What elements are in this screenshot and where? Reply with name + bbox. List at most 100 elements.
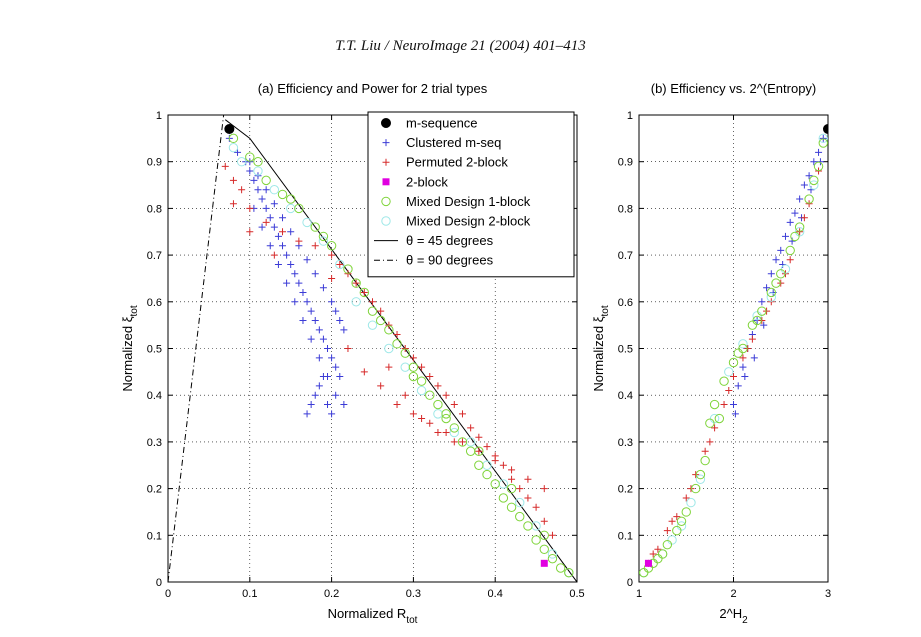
data-point: [457, 437, 468, 447]
data-point: [790, 231, 800, 242]
data-point: [657, 549, 668, 559]
data-point: [449, 427, 459, 438]
y-tick-label: 0.3: [147, 437, 162, 449]
data-point: [416, 385, 427, 396]
data-point: [733, 348, 743, 358]
data-point: [409, 354, 417, 362]
y-tick-label: 0.4: [618, 390, 633, 402]
data-point: [287, 228, 295, 236]
data-point: [418, 363, 426, 371]
y-tick-label: 0.7: [147, 250, 162, 262]
data-point: [336, 373, 344, 381]
data-point: [523, 521, 533, 531]
data-point: [315, 354, 323, 362]
data-point: [318, 231, 329, 242]
x-tick-label: 1: [636, 588, 642, 600]
y-tick-label: 0.1: [147, 530, 162, 542]
data-point: [283, 279, 291, 287]
chart-title: (b) Efficiency vs. 2^(Entropy): [651, 81, 817, 96]
data-point: [299, 316, 307, 324]
data-point: [498, 493, 509, 503]
data-point: [823, 124, 828, 135]
data-point: [262, 204, 270, 212]
data-point: [311, 391, 319, 399]
data-point: [326, 241, 337, 251]
data-point: [335, 259, 345, 270]
data-point: [258, 195, 266, 203]
x-tick-label: 2: [730, 588, 736, 600]
data-point: [441, 409, 451, 419]
plot-area: [638, 114, 829, 583]
data-point: [351, 278, 361, 288]
data-point: [673, 513, 681, 521]
data-point: [250, 176, 258, 184]
y-tick-label: 0.6: [618, 297, 633, 309]
y-tick-label: 0.2: [147, 484, 162, 496]
data-point: [270, 200, 278, 208]
y-axis-label: Normalized ξtot: [120, 305, 140, 392]
data-point: [714, 413, 725, 424]
data-point: [238, 186, 246, 194]
data-point: [245, 152, 255, 162]
y-tick-label: 0: [627, 577, 633, 589]
data-point: [295, 237, 303, 245]
y-tick-label: 0.5: [147, 344, 162, 356]
data-point: [524, 494, 532, 502]
data-point: [662, 539, 673, 550]
data-point: [796, 195, 804, 203]
y-tick-label: 0.5: [618, 344, 633, 356]
data-point: [739, 354, 747, 362]
data-point: [508, 475, 516, 483]
data-point: [246, 228, 254, 236]
data-point: [426, 419, 434, 427]
data-point: [287, 260, 295, 268]
data-point: [340, 401, 348, 409]
legend-label: Clustered m-seq: [406, 135, 501, 150]
data-point: [393, 401, 401, 409]
data-point: [706, 438, 714, 446]
data-point: [794, 222, 805, 232]
data-point: [720, 401, 728, 409]
legend-box: [367, 111, 575, 278]
data-point: [416, 376, 427, 386]
data-point: [262, 218, 270, 226]
data-point: [351, 297, 361, 307]
data-point: [324, 373, 332, 381]
data-point: [741, 373, 749, 381]
data-point: [531, 535, 541, 545]
data-point: [307, 307, 315, 315]
data-point: [515, 511, 525, 522]
data-point: [763, 284, 771, 292]
data-point: [458, 410, 466, 418]
data-point: [299, 288, 307, 296]
data-point: [532, 503, 540, 511]
data-point: [274, 232, 282, 240]
data-point: [700, 455, 710, 466]
data-point: [311, 316, 319, 324]
data-point: [302, 217, 312, 228]
data-point: [377, 382, 385, 390]
data-point: [786, 256, 794, 264]
data-point: [776, 269, 786, 279]
data-point: [540, 485, 548, 493]
data-point: [475, 447, 483, 455]
data-point: [270, 251, 278, 259]
data-point: [332, 307, 340, 315]
legend-swatch: [381, 118, 391, 128]
data-point: [540, 559, 548, 567]
data-point: [818, 138, 828, 148]
data-point: [442, 429, 450, 437]
y-tick-label: 0.7: [618, 250, 633, 262]
x-axis-label-main: 2^H: [719, 606, 742, 621]
data-point: [274, 260, 282, 268]
data-point: [692, 471, 700, 479]
data-point: [442, 391, 450, 399]
data-point: [408, 362, 419, 372]
data-point: [434, 429, 442, 437]
data-layer: [168, 115, 577, 582]
data-point: [524, 475, 532, 483]
legend: m-sequence Clustered m-seq Permuted 2-bloc…: [367, 111, 575, 278]
data-point: [800, 181, 808, 189]
data-point: [258, 223, 266, 231]
data-point: [393, 330, 401, 338]
